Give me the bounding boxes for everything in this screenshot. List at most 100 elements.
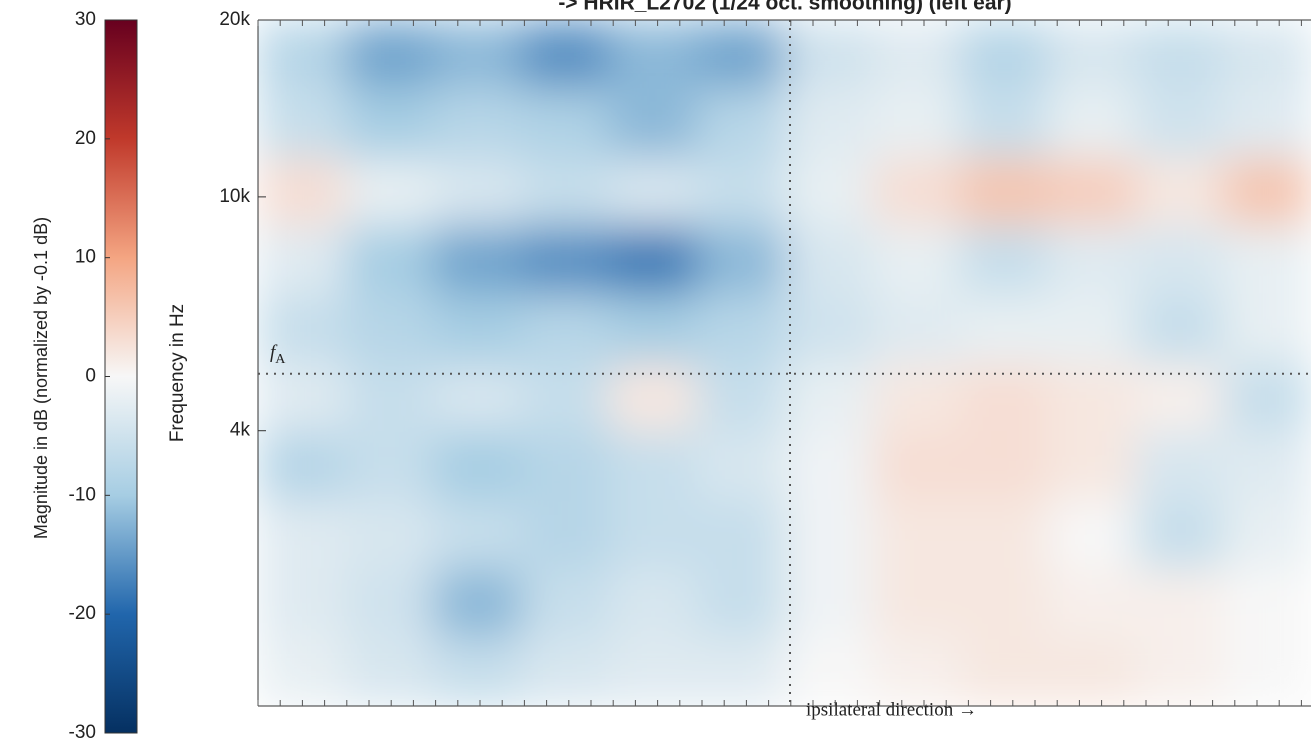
heat-cell bbox=[784, 431, 873, 501]
heat-cell bbox=[784, 20, 873, 90]
heat-cell bbox=[609, 363, 698, 433]
vline-label: ipsilateral direction → bbox=[806, 699, 977, 720]
heat-cell bbox=[1047, 637, 1136, 706]
y-tick-label: 20k bbox=[219, 9, 250, 30]
heat-cell bbox=[784, 225, 873, 295]
heat-cell bbox=[872, 294, 961, 364]
heat-cell bbox=[960, 157, 1049, 227]
heat-cell bbox=[1047, 294, 1136, 364]
heat-cell bbox=[258, 20, 347, 90]
heat-cell bbox=[521, 225, 610, 295]
heat-cell bbox=[960, 363, 1049, 433]
heat-cell bbox=[609, 225, 698, 295]
heat-cell bbox=[784, 500, 873, 570]
heat-cell bbox=[1135, 225, 1224, 295]
heat-cell bbox=[960, 500, 1049, 570]
heat-cell bbox=[258, 500, 347, 570]
colorbar-tick-label: 0 bbox=[85, 366, 96, 387]
heat-cell bbox=[258, 88, 347, 158]
heat-cell bbox=[696, 568, 785, 638]
heat-cell bbox=[960, 568, 1049, 638]
heat-cell bbox=[521, 568, 610, 638]
heat-cell bbox=[1135, 500, 1224, 570]
heat-cell bbox=[872, 568, 961, 638]
heat-cell bbox=[345, 294, 434, 364]
heat-cell bbox=[1135, 294, 1224, 364]
hline-subscript: A bbox=[275, 352, 286, 367]
heat-cell bbox=[696, 225, 785, 295]
heat-cell bbox=[1047, 157, 1136, 227]
heat-cell bbox=[521, 20, 610, 90]
heat-cell bbox=[258, 157, 347, 227]
heat-cell bbox=[609, 20, 698, 90]
heat-cell bbox=[609, 568, 698, 638]
heat-cell bbox=[696, 88, 785, 158]
heat-cell bbox=[433, 637, 522, 706]
heat-cell bbox=[1047, 500, 1136, 570]
heat-cell bbox=[872, 20, 961, 90]
heat-cell bbox=[696, 500, 785, 570]
heat-cell bbox=[696, 157, 785, 227]
y-axis-label: Frequency in Hz bbox=[167, 304, 188, 442]
heat-cell bbox=[258, 225, 347, 295]
heat-cell bbox=[1047, 88, 1136, 158]
heat-cell bbox=[696, 294, 785, 364]
heat-cell bbox=[345, 363, 434, 433]
colorbar bbox=[104, 19, 138, 734]
heat-cell bbox=[433, 88, 522, 158]
heat-cell bbox=[872, 500, 961, 570]
hline-symbol: f bbox=[270, 342, 278, 363]
heat-cell bbox=[960, 431, 1049, 501]
heat-cell bbox=[258, 431, 347, 501]
heat-cell bbox=[872, 225, 961, 295]
heat-cell bbox=[345, 157, 434, 227]
heat-cell bbox=[433, 225, 522, 295]
heat-cell bbox=[521, 294, 610, 364]
heat-cell bbox=[696, 637, 785, 706]
heat-cell bbox=[433, 157, 522, 227]
heat-cell bbox=[521, 88, 610, 158]
heat-cell bbox=[872, 431, 961, 501]
heat-cell bbox=[1135, 431, 1224, 501]
heat-cell bbox=[872, 88, 961, 158]
heat-cell bbox=[696, 20, 785, 90]
heat-cell bbox=[521, 363, 610, 433]
heat-cell bbox=[345, 431, 434, 501]
heat-cell bbox=[1223, 637, 1311, 706]
heat-cell bbox=[1223, 500, 1311, 570]
heat-cell bbox=[1223, 431, 1311, 501]
heat-cell bbox=[345, 20, 434, 90]
colorbar-tick-label: -20 bbox=[69, 603, 96, 624]
heat-cell bbox=[258, 637, 347, 706]
heat-cell bbox=[345, 225, 434, 295]
heat-cell bbox=[609, 157, 698, 227]
heat-cell bbox=[1135, 20, 1224, 90]
heat-cell bbox=[609, 88, 698, 158]
heat-cell bbox=[696, 431, 785, 501]
heat-cell bbox=[433, 431, 522, 501]
heat-cell bbox=[1223, 20, 1311, 90]
heat-cell bbox=[345, 637, 434, 706]
heat-cell bbox=[433, 500, 522, 570]
heat-cell bbox=[960, 225, 1049, 295]
heat-cell bbox=[960, 294, 1049, 364]
colorbar-tick-label: 30 bbox=[75, 9, 96, 30]
heat-cell bbox=[1047, 225, 1136, 295]
heat-cell bbox=[872, 363, 961, 433]
heat-cell bbox=[1223, 157, 1311, 227]
heat-cell bbox=[784, 157, 873, 227]
heat-cell bbox=[960, 637, 1049, 706]
heat-cell bbox=[521, 431, 610, 501]
heat-cell bbox=[1047, 568, 1136, 638]
heat-cell bbox=[1135, 88, 1224, 158]
hline-label: fA bbox=[270, 342, 286, 367]
colorbar-label: Magnitude in dB (normalized by -0.1 dB) bbox=[31, 217, 51, 539]
heat-cell bbox=[1047, 20, 1136, 90]
colorbar-tick-label: 10 bbox=[75, 247, 96, 268]
chart-title: -> HRIR_L2702 (1/24 oct. smoothing) (lef… bbox=[558, 0, 1011, 15]
heat-cell bbox=[784, 294, 873, 364]
heat-cell bbox=[609, 500, 698, 570]
heat-cell bbox=[345, 500, 434, 570]
heat-cell bbox=[258, 363, 347, 433]
